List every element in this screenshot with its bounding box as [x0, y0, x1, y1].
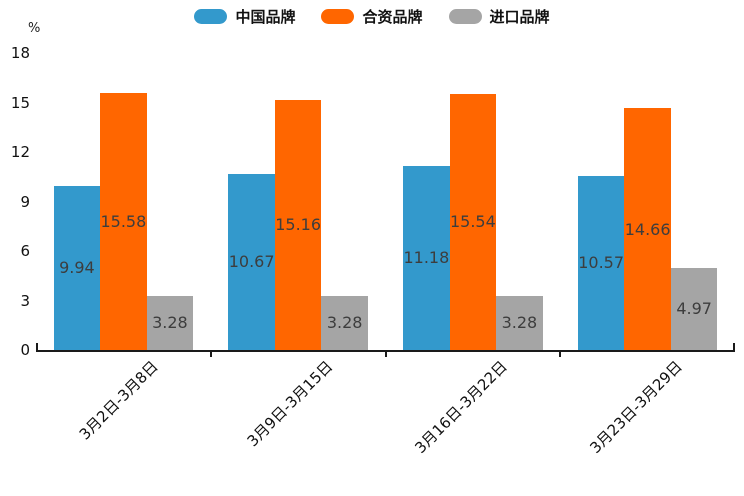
bar-value-label: 15.54 — [449, 212, 496, 232]
bar-value-label: 3.28 — [152, 313, 188, 333]
bar-value-label: 3.28 — [501, 313, 538, 333]
bar-合资品牌-0: 15.58 — [100, 92, 147, 350]
y-tick-label: 15 — [10, 93, 30, 112]
bar-中国品牌-2: 11.18 — [403, 165, 450, 350]
x-axis-tick — [209, 352, 212, 357]
bar-中国品牌-3: 10.57 — [577, 175, 625, 350]
x-axis-tick — [384, 352, 387, 357]
bar-中国品牌-1: 10.67 — [228, 173, 275, 350]
bar-中国品牌-0: 9.94 — [53, 185, 101, 350]
bar-合资品牌-3: 14.66 — [624, 108, 671, 350]
bar-value-label: 9.94 — [59, 258, 95, 278]
legend-item-series-1[interactable]: 合资品牌 — [321, 6, 423, 27]
bar-value-label: 10.57 — [578, 253, 625, 273]
x-category-label: 3月2日-3月8日 — [75, 357, 162, 444]
bar-进口品牌-2: 3.28 — [496, 295, 543, 350]
x-category-label: 3月16日-3月22日 — [411, 357, 512, 457]
bar-合资品牌-2: 15.54 — [449, 93, 497, 350]
y-tick-label: 0 — [20, 341, 30, 359]
bar-value-label: 15.16 — [275, 215, 322, 235]
bar-进口品牌-1: 3.28 — [321, 295, 368, 350]
bar-value-label: 10.67 — [228, 252, 275, 272]
bar-value-label: 4.97 — [676, 299, 712, 319]
legend-item-series-0[interactable]: 中国品牌 — [194, 6, 295, 27]
legend-label: 中国品牌 — [235, 8, 296, 26]
legend-swatch-icon — [448, 9, 482, 24]
x-axis-line — [36, 350, 735, 352]
x-category-label: 3月23日-3月29日 — [586, 357, 686, 457]
legend-swatch-icon — [194, 9, 228, 24]
bar-进口品牌-3: 4.97 — [670, 267, 718, 350]
legend-item-series-2[interactable]: 进口品牌 — [448, 6, 550, 27]
x-axis-endcap — [36, 343, 38, 350]
x-category-label: 3月9日-3月15日 — [243, 357, 337, 451]
legend-label: 合资品牌 — [362, 8, 423, 26]
y-tick-label: 9 — [20, 192, 30, 211]
legend-label: 进口品牌 — [489, 8, 550, 26]
y-tick-label: 3 — [20, 291, 30, 310]
y-tick-label: 6 — [20, 242, 30, 260]
x-axis-tick — [559, 352, 562, 357]
x-axis-endcap — [733, 343, 735, 350]
bar-进口品牌-0: 3.28 — [146, 295, 194, 350]
y-tick-label: 12 — [10, 143, 30, 161]
bar-合资品牌-1: 15.16 — [274, 99, 322, 350]
bar-value-label: 14.66 — [624, 219, 671, 239]
y-axis-unit-label: % — [28, 21, 41, 36]
bar-value-label: 3.28 — [326, 313, 363, 333]
bar-value-label: 11.18 — [403, 248, 450, 268]
legend-swatch-icon — [321, 9, 355, 24]
chart-legend: 中国品牌 合资品牌 进口品牌 — [0, 6, 744, 27]
bar-value-label: 15.58 — [100, 211, 147, 231]
y-tick-label: 18 — [10, 44, 30, 62]
